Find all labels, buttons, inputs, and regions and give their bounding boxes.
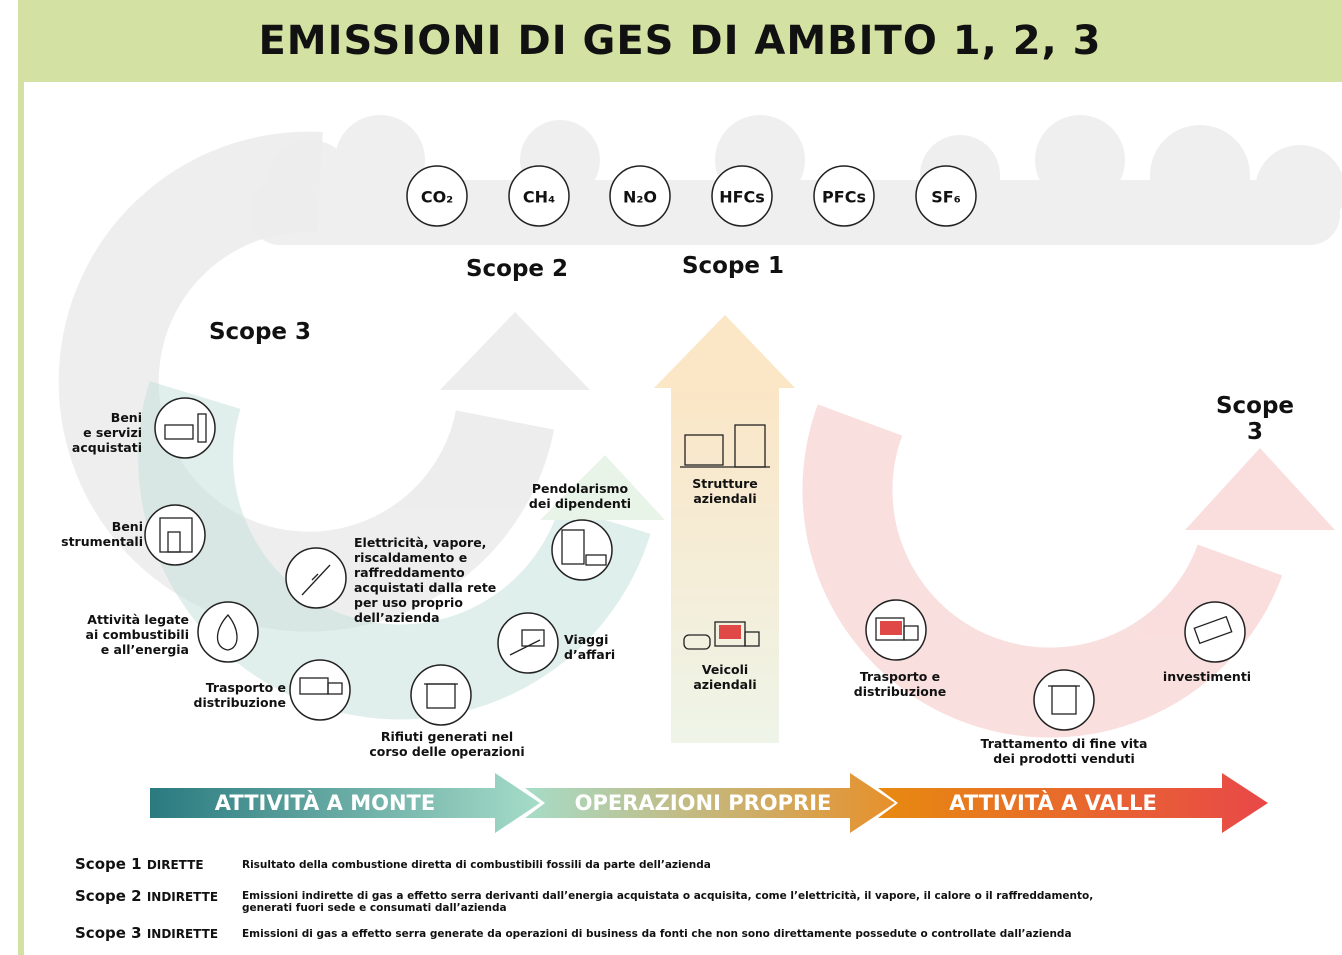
scope-label: Scope 3 (1215, 393, 1295, 445)
item-label: Veicoli aziendali (693, 662, 757, 692)
legend-scope: Scope 2 INDIRETTE (75, 887, 218, 905)
legend-type: DIRETTE (146, 858, 204, 872)
item-label: Rifiuti generati nel corso delle operazi… (369, 729, 525, 759)
scope3-upstream-arrow (138, 381, 665, 720)
legend-description: Risultato della combustione diretta di c… (242, 859, 711, 871)
banner-downstream (878, 773, 1268, 833)
icon-glyphs (159, 413, 1233, 715)
scope-label: Scope 2 (465, 256, 569, 282)
left-border (18, 82, 24, 955)
banner-label: ATTIVITÀ A MONTE (214, 791, 436, 815)
banner-upstream (150, 773, 540, 833)
red-accents (719, 621, 902, 639)
item-label: Trasporto e distribuzione (853, 669, 947, 699)
legend-scope: Scope 3 INDIRETTE (75, 924, 218, 942)
legend-scope: Scope 1 DIRETTE (75, 855, 204, 873)
gas: N₂O (623, 187, 657, 207)
legend-type: INDIRETTE (146, 927, 219, 941)
item-label: Beni strumentali (61, 519, 143, 549)
banner-label: ATTIVITÀ A VALLE (949, 791, 1157, 815)
legend-scope-name: Scope 2 (75, 887, 142, 905)
item-label: Elettricità, vapore, riscaldamento e raf… (354, 535, 497, 625)
item-label: Viaggi d’affari (564, 632, 616, 662)
legend-description: Emissioni indirette di gas a effetto ser… (242, 890, 1094, 914)
banner-own (525, 773, 895, 833)
gas: SF₆ (931, 187, 961, 207)
item-label: investimenti (1162, 669, 1252, 684)
gas: CH₄ (522, 187, 556, 207)
item-label: Attività legate ai combustibili e all’en… (85, 612, 189, 657)
icon-circles (144, 397, 1246, 731)
item-label: Trasporto e distribuzione (193, 680, 286, 710)
legend-scope-name: Scope 3 (75, 924, 142, 942)
gas-circles (406, 165, 977, 227)
scope-label: Scope 3 (208, 319, 312, 345)
legend-scope-name: Scope 1 (75, 855, 142, 873)
legend-description: Emissioni di gas a effetto serra generat… (242, 928, 1072, 940)
header-band (18, 0, 1342, 82)
item-label: Trattamento di fine vita dei prodotti ve… (980, 736, 1148, 766)
gas: CO₂ (420, 187, 454, 207)
item-label: Pendolarismo dei dipendenti (528, 481, 632, 511)
item-label: Beni e servizi acquistati (71, 410, 142, 455)
title: EMISSIONI DI GES DI AMBITO 1, 2, 3 (258, 18, 1102, 64)
banner-label: OPERAZIONI PROPRIE (574, 791, 832, 815)
scope1-arrow (654, 315, 795, 743)
scope3-downstream-arrow (802, 404, 1335, 738)
scope-label: Scope 1 (681, 253, 785, 279)
gas: HFCs (719, 187, 765, 207)
gas: PFCs (822, 187, 866, 207)
legend-type: INDIRETTE (146, 890, 219, 904)
item-label: Strutture aziendali (692, 476, 758, 506)
